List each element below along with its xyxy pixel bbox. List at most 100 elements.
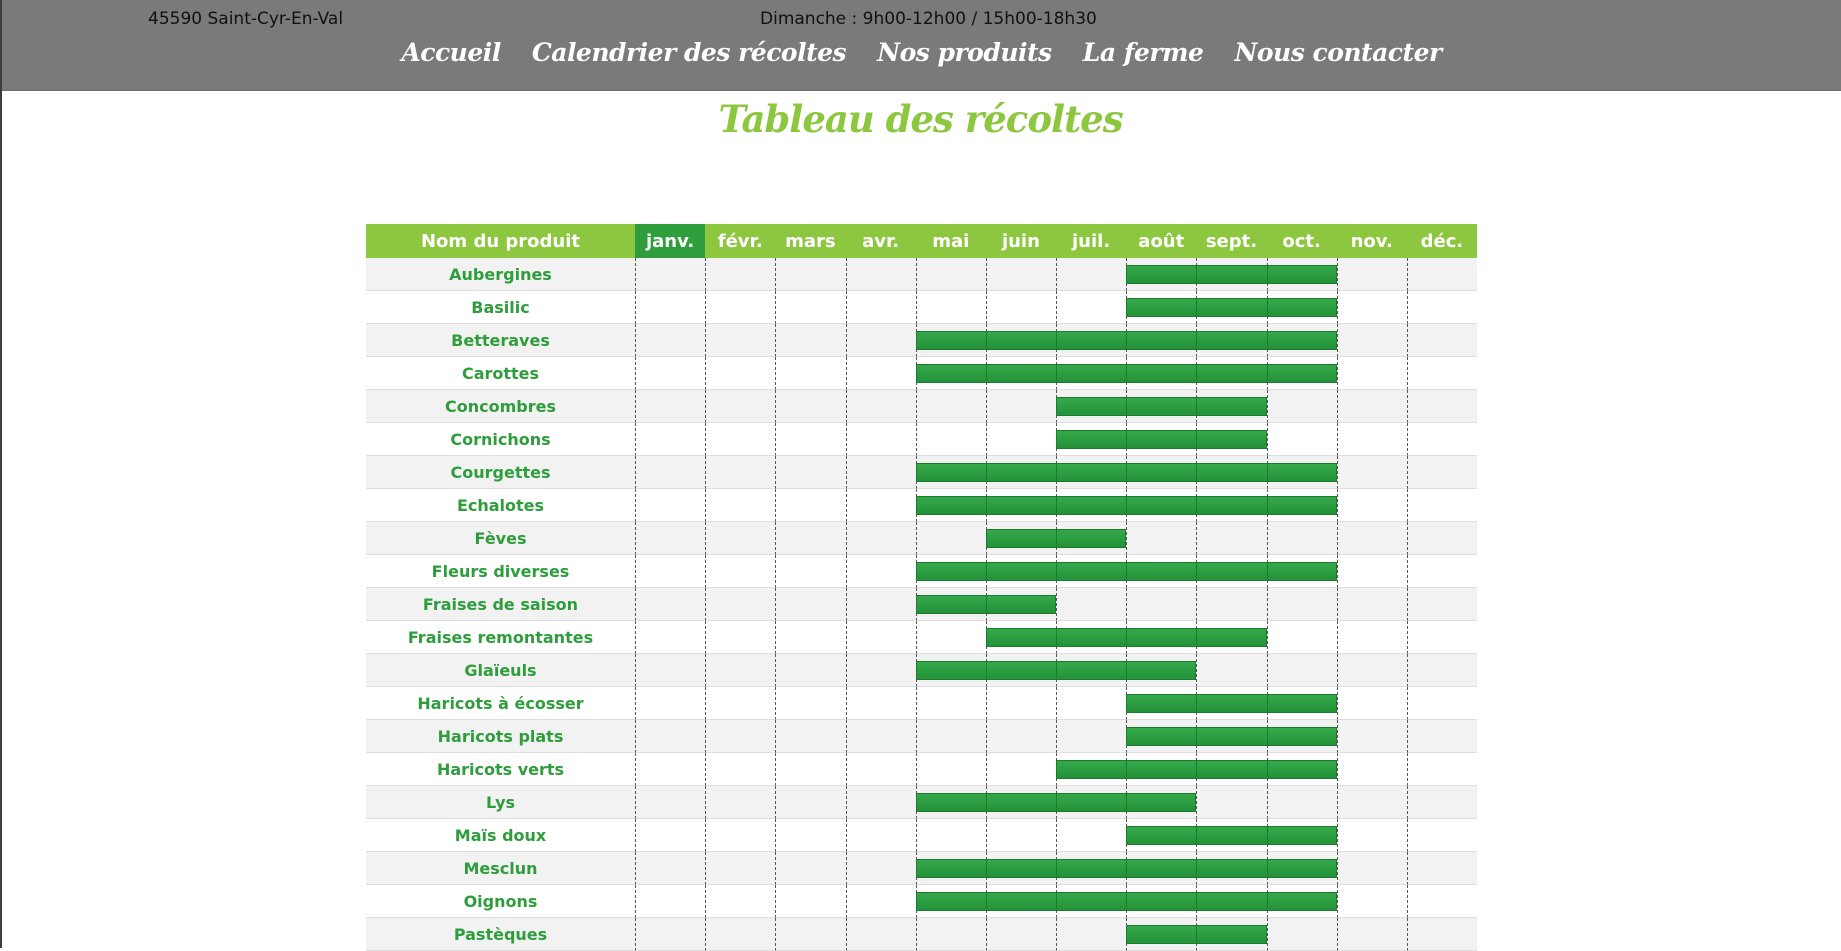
- farm-address: 45590 Saint-Cyr-En-Val: [148, 9, 344, 29]
- bar-month-divider: [1196, 398, 1198, 415]
- nav-accueil[interactable]: Accueil: [401, 38, 501, 67]
- harvest-period-bar: [1056, 397, 1267, 416]
- month-cell: [635, 918, 706, 951]
- month-cell: [635, 885, 706, 918]
- month-cell: [705, 918, 776, 951]
- bar-month-divider: [1196, 464, 1198, 481]
- month-cell: [915, 687, 986, 720]
- month-cell: [1406, 654, 1478, 687]
- month-cell: [1336, 786, 1407, 819]
- product-name: Lys: [366, 786, 635, 819]
- month-cell: [635, 390, 706, 423]
- product-name: Haricots à écosser: [366, 687, 635, 720]
- month-cells: [635, 654, 1478, 687]
- month-cell: [915, 522, 986, 555]
- bar-month-divider: [1266, 365, 1268, 382]
- bar-month-divider: [1126, 761, 1128, 778]
- month-cell: [635, 852, 706, 885]
- month-cell: [705, 819, 776, 852]
- month-cell: [845, 786, 916, 819]
- bar-month-divider: [985, 860, 987, 877]
- month-cell: [1336, 423, 1407, 456]
- month-cell: [705, 423, 776, 456]
- bar-month-divider: [1056, 332, 1057, 349]
- nav-contact[interactable]: Nous contacter: [1234, 38, 1443, 67]
- month-cells: [635, 687, 1478, 720]
- month-cell: [1126, 522, 1197, 555]
- main-nav: Accueil Calendrier des récoltes Nos prod…: [2, 38, 1841, 67]
- product-name: Cornichons: [366, 423, 635, 456]
- bar-month-divider: [1056, 860, 1057, 877]
- bar-month-divider: [1126, 398, 1128, 415]
- bar-month-divider: [1126, 794, 1128, 811]
- bar-month-divider: [1266, 464, 1268, 481]
- month-cell: [1196, 522, 1267, 555]
- month-cell: [915, 621, 986, 654]
- table-row: Maïs doux: [366, 819, 1478, 852]
- bar-month-divider: [1196, 332, 1198, 349]
- bar-month-divider: [1196, 926, 1198, 943]
- month-cell: [775, 423, 846, 456]
- month-cell: [845, 654, 916, 687]
- month-cell: [775, 390, 846, 423]
- month-header: juin: [1001, 230, 1040, 252]
- bar-month-divider: [1056, 563, 1057, 580]
- bar-month-divider: [1056, 893, 1057, 910]
- month-cell: [705, 885, 776, 918]
- month-cell: [705, 654, 776, 687]
- month-cell: [915, 753, 986, 786]
- month-cell: [845, 291, 916, 324]
- bar-month-divider: [1126, 893, 1128, 910]
- bar-month-divider: [1126, 497, 1128, 514]
- month-header: janv.: [635, 224, 706, 258]
- bar-month-divider: [1056, 497, 1057, 514]
- month-cell: [1406, 720, 1478, 753]
- table-row: Courgettes: [366, 456, 1478, 489]
- month-cell: [1266, 423, 1337, 456]
- month-cell: [845, 522, 916, 555]
- month-cell: [1406, 423, 1478, 456]
- harvest-period-bar: [1126, 925, 1267, 944]
- site-header: 45590 Saint-Cyr-En-Val Dimanche : 9h00-1…: [2, 0, 1841, 91]
- month-cell: [635, 621, 706, 654]
- product-name: Glaïeuls: [366, 654, 635, 687]
- table-row: Betteraves: [366, 324, 1478, 357]
- bar-month-divider: [1196, 629, 1198, 646]
- month-cell: [1406, 357, 1478, 390]
- month-cell: [985, 753, 1056, 786]
- month-cell: [775, 324, 846, 357]
- month-cells: [635, 357, 1478, 390]
- bar-month-divider: [1056, 629, 1057, 646]
- bar-month-divider: [1266, 827, 1268, 844]
- bar-month-divider: [1266, 563, 1268, 580]
- month-cell: [775, 885, 846, 918]
- harvest-period-bar: [1126, 265, 1337, 284]
- nav-ferme[interactable]: La ferme: [1082, 38, 1204, 67]
- bar-month-divider: [985, 563, 987, 580]
- month-cell: [1336, 357, 1407, 390]
- month-cell: [985, 720, 1056, 753]
- harvest-period-bar: [1126, 298, 1337, 317]
- month-header: mai: [932, 230, 970, 252]
- month-cell: [1266, 918, 1337, 951]
- month-cell: [775, 291, 846, 324]
- month-header: juil.: [1072, 230, 1111, 252]
- month-cells: [635, 786, 1478, 819]
- table-body: Aubergines Basilic Betteraves Carottes Conco…: [366, 258, 1478, 951]
- bar-month-divider: [1196, 893, 1198, 910]
- month-cell: [1196, 786, 1267, 819]
- month-cells: [635, 489, 1478, 522]
- month-cell: [845, 885, 916, 918]
- month-cell: [635, 324, 706, 357]
- month-cell: [1336, 588, 1407, 621]
- month-cell: [705, 588, 776, 621]
- bar-month-divider: [1196, 761, 1198, 778]
- harvest-period-bar: [915, 793, 1197, 812]
- month-cell: [1336, 390, 1407, 423]
- harvest-period-bar: [1126, 727, 1337, 746]
- nav-produits[interactable]: Nos produits: [877, 38, 1052, 67]
- month-cell: [1336, 687, 1407, 720]
- month-cell: [985, 423, 1056, 456]
- nav-calendrier[interactable]: Calendrier des récoltes: [531, 38, 847, 67]
- month-cells: [635, 258, 1478, 291]
